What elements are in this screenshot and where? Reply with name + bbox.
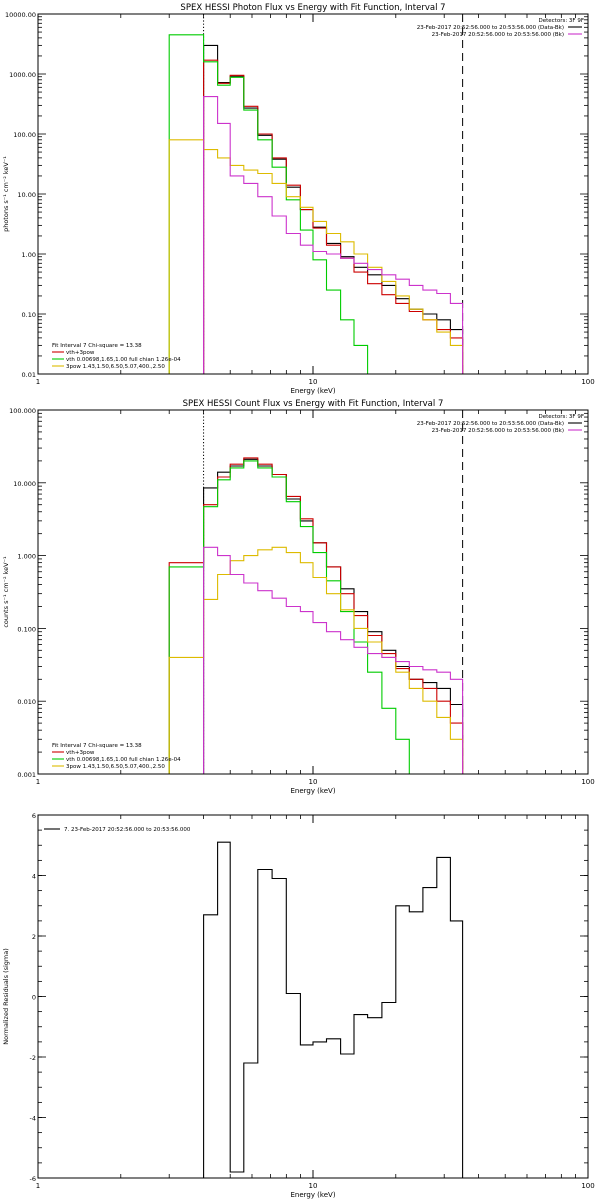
legend-entry: 23-Feb-2017 20:52:56.000 to 20:53:56.000… [432, 428, 564, 434]
legend-header: Fit Interval 7 Chi-square = 13.38 [52, 743, 142, 749]
y-tick-label: 1.00 [22, 251, 36, 259]
series-line-vth [168, 34, 382, 374]
y-tick-label: 0.010 [17, 698, 36, 706]
x-tick-label: 1 [36, 1182, 40, 1190]
y-tick-label: 1000.00 [9, 71, 36, 79]
series-line-3pow [168, 546, 480, 774]
y-tick-label: 100.00 [13, 131, 36, 139]
series-line-3pow [168, 139, 464, 374]
series-line-vth [168, 460, 423, 774]
x-axis-label: Energy (keV) [290, 787, 335, 795]
legend-header: Fit Interval 7 Chi-square = 13.38 [52, 343, 142, 349]
x-tick-label: 10 [309, 778, 318, 786]
plot-frame [37, 13, 589, 375]
legend-entry: vth 0.00698,1.65,1.00 full chian 1.26e-0… [66, 357, 181, 363]
legend-entry: 7. 23-Feb-2017 20:52:56.000 to 20:53:56.… [64, 827, 191, 833]
x-tick-label: 100 [581, 378, 594, 386]
legend-entry: vth 0.00698,1.65,1.00 full chian 1.26e-0… [66, 757, 181, 763]
y-tick-label: -4 [30, 1115, 36, 1123]
legend-header: Detectors: 3F 9F [538, 18, 584, 24]
series-line-7-23-feb-2017-20-52-56-000-to-20-53-56-000 [203, 841, 464, 1178]
y-tick-label: 1.000 [17, 553, 36, 561]
y-tick-label: 10.000 [13, 480, 36, 488]
y-tick-label: -2 [30, 1054, 36, 1062]
y-tick-label: 4 [32, 873, 36, 881]
plot-frame [37, 409, 589, 775]
legend-entry: vth+3pow [66, 750, 95, 756]
y-axis-label: photons s⁻¹ cm⁻² keV⁻¹ [2, 156, 10, 232]
y-tick-label: 2 [32, 933, 36, 941]
y-tick-label: 10000.00 [5, 11, 36, 19]
legend-entry: 23-Feb-2017 20:52:56.000 to 20:53:56.000… [432, 32, 564, 38]
series-line-vth-3pow [168, 457, 480, 774]
x-axis-label: Energy (keV) [290, 1191, 335, 1199]
series-line-bk [203, 96, 464, 374]
y-axis-label: counts s⁻¹ cm⁻² keV⁻¹ [2, 556, 10, 628]
y-tick-label: 0.100 [17, 625, 36, 633]
series-line-bk [203, 546, 464, 774]
y-tick-label: 6 [32, 812, 36, 820]
y-tick-label: 0.01 [22, 371, 36, 379]
x-axis-label: Energy (keV) [290, 387, 335, 395]
legend-header: Detectors: 3F 9F [538, 414, 584, 420]
legend-entry: vth+3pow [66, 350, 95, 356]
y-tick-label: 10.00 [17, 191, 36, 199]
chart-panel-1: SPEX HESSI Photon Flux vs Energy with Fi… [2, 3, 595, 395]
x-tick-label: 1 [36, 778, 40, 786]
y-tick-label: 0.001 [17, 771, 36, 779]
x-tick-label: 100 [581, 1182, 594, 1190]
chart-title: SPEX HESSI Count Flux vs Energy with Fit… [183, 399, 444, 409]
x-tick-label: 10 [309, 1182, 318, 1190]
legend-entry: 3pow 1.43,1.50,6.50,5.07,400.,2.50 [66, 764, 165, 770]
series-line-data [203, 458, 464, 774]
legend-entry: 23-Feb-2017 20:52:56.000 to 20:53:56.000… [417, 421, 564, 427]
x-tick-label: 1 [36, 378, 40, 386]
legend-entry: 3pow 1.43,1.50,6.50,5.07,400.,2.50 [66, 364, 165, 370]
plot-frame [37, 814, 589, 1179]
y-tick-label: 100.000 [9, 407, 36, 415]
x-tick-label: 100 [581, 778, 594, 786]
series-line-data [203, 44, 464, 374]
y-axis-label: Normalized Residuals (sigma) [2, 948, 10, 1045]
y-tick-label: 0 [32, 994, 36, 1002]
chart-panel-2: SPEX HESSI Count Flux vs Energy with Fit… [2, 399, 595, 795]
x-tick-label: 10 [309, 378, 318, 386]
chart-title: SPEX HESSI Photon Flux vs Energy with Fi… [180, 3, 445, 13]
legend-entry: 23-Feb-2017 20:52:56.000 to 20:53:56.000… [417, 25, 564, 31]
chart-panel-3: 1 10 100 Energy (keV) -6 -4 -2 0 2 4 6 Normalized R… [2, 812, 595, 1199]
y-tick-label: -6 [30, 1175, 36, 1183]
y-tick-label: 0.10 [22, 311, 36, 319]
series-line-vth-3pow [203, 59, 464, 374]
